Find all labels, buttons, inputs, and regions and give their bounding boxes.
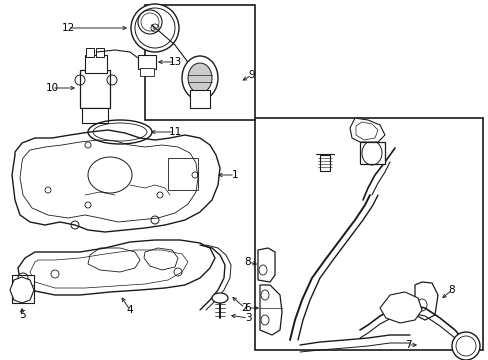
Bar — [254, 118, 482, 350]
Polygon shape — [12, 130, 220, 232]
Polygon shape — [260, 285, 282, 335]
Text: 2: 2 — [241, 303, 248, 313]
Text: 11: 11 — [168, 127, 181, 137]
Ellipse shape — [451, 332, 479, 360]
Bar — [168, 158, 198, 190]
Bar — [145, 5, 254, 120]
Text: 13: 13 — [168, 57, 181, 67]
Polygon shape — [18, 240, 215, 295]
Text: 9: 9 — [248, 70, 255, 80]
Polygon shape — [379, 292, 421, 323]
Bar — [12, 275, 34, 303]
Bar — [86, 48, 94, 57]
Polygon shape — [10, 277, 34, 303]
Bar — [319, 155, 329, 171]
Polygon shape — [258, 248, 274, 282]
Bar — [82, 108, 108, 123]
Text: 12: 12 — [61, 23, 75, 33]
Ellipse shape — [131, 4, 179, 52]
Text: 6: 6 — [244, 303, 251, 313]
Ellipse shape — [182, 56, 218, 100]
Text: 4: 4 — [126, 305, 133, 315]
Text: 1: 1 — [231, 170, 238, 180]
Text: 5: 5 — [19, 310, 25, 320]
Bar — [190, 90, 209, 108]
Text: 3: 3 — [244, 313, 251, 323]
Bar — [138, 55, 156, 69]
Ellipse shape — [187, 63, 212, 93]
Bar — [85, 55, 107, 73]
Text: 7: 7 — [404, 340, 410, 350]
Bar — [96, 48, 104, 57]
Bar — [80, 70, 110, 108]
Polygon shape — [414, 282, 437, 320]
Bar — [359, 142, 384, 164]
Polygon shape — [349, 118, 384, 142]
Text: 8: 8 — [244, 257, 251, 267]
Text: 10: 10 — [45, 83, 59, 93]
Text: 8: 8 — [448, 285, 454, 295]
Bar — [140, 68, 154, 76]
Ellipse shape — [212, 293, 227, 303]
